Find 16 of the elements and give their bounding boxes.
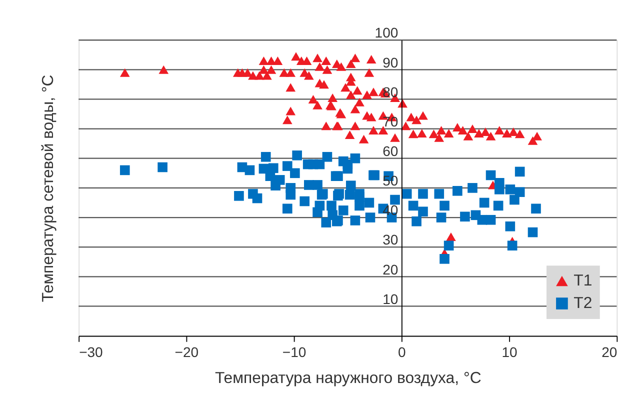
x-axis-title: Температура наружного воздуха, °C: [214, 370, 482, 388]
y-axis-title: Температура сетевой воды, °C: [40, 74, 57, 302]
x-tick-label: 0: [398, 344, 406, 360]
y-tick-label: 10: [382, 290, 398, 307]
y-tick-label: 20: [382, 261, 398, 278]
y-tick-label: 60: [382, 143, 398, 160]
y-tick-label: 90: [382, 54, 398, 70]
x-tick-label: 20: [602, 344, 618, 360]
y-tick-label: 100: [374, 24, 398, 41]
y-tick-label: 30: [382, 232, 398, 248]
x-tick-label: −30: [79, 344, 104, 360]
x-tick-label: −10: [282, 344, 306, 360]
x-tick-label: 10: [502, 344, 518, 360]
x-tick-label: −20: [174, 344, 199, 360]
legend-label: T2: [574, 295, 592, 312]
legend-label: T1: [574, 272, 592, 290]
